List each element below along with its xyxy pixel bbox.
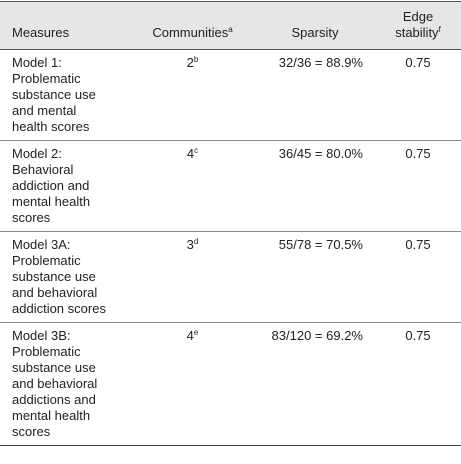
communities-value: 4	[186, 146, 195, 161]
table-row: Model 3B: Problematic substance use and …	[0, 323, 461, 446]
stability-cell: 0.75	[375, 232, 461, 323]
header-row: Measures Communitiesa Sparsity Edge stabili…	[0, 1, 461, 50]
measure-cell: Model 3A: Problematic substance use and …	[0, 232, 130, 323]
measure-text: Model 3B: Problematic substance use and …	[12, 328, 98, 439]
header-cell: Sparsity	[255, 2, 375, 50]
communities-cell: 4c	[130, 141, 255, 232]
table-body: Model 1: Problematic substance use and m…	[0, 50, 461, 446]
measure-text: Model 2: Behavioral addiction and mental…	[12, 146, 91, 225]
sparsity-value: 83/120 = 69.2%	[271, 328, 363, 343]
stability-cell: 0.75	[375, 50, 461, 141]
table-header: Measures Communitiesa Sparsity Edge stabili…	[0, 1, 461, 50]
footnote-mark: a	[228, 25, 233, 34]
stability-value: 0.75	[405, 237, 431, 252]
table-row: Model 1: Problematic substance use and m…	[0, 50, 461, 141]
communities-cell: 4e	[130, 323, 255, 446]
communities-cell: 2b	[130, 50, 255, 141]
measure-text: Model 3A: Problematic substance use and …	[12, 237, 106, 316]
communities-value: 4	[186, 328, 194, 343]
table-row: Model 3A: Problematic substance use and …	[0, 232, 461, 323]
header-text: Sparsity	[291, 25, 339, 40]
stability-value: 0.75	[405, 146, 431, 161]
footnote-mark: f	[438, 25, 441, 34]
measure-cell: Model 2: Behavioral addiction and mental…	[0, 141, 130, 232]
header-cell: Communitiesa	[130, 2, 255, 50]
stability-cell: 0.75	[375, 323, 461, 446]
footnote-mark: d	[193, 237, 199, 246]
table-row: Model 2: Behavioral addiction and mental…	[0, 141, 461, 232]
sparsity-cell: 36/45 = 80.0%	[255, 141, 375, 232]
header-text: Edge stability	[395, 9, 439, 40]
communities-value: 2	[186, 55, 194, 70]
sparsity-value: 32/36 = 88.9%	[278, 55, 363, 70]
footnote-mark: e	[193, 328, 199, 337]
header-text: Measures	[12, 25, 70, 40]
sparsity-cell: 55/78 = 70.5%	[255, 232, 375, 323]
stability-value: 0.75	[405, 55, 431, 70]
measure-cell: Model 3B: Problematic substance use and …	[0, 323, 130, 446]
stability-cell: 0.75	[375, 141, 461, 232]
footnote-mark: b	[193, 55, 199, 64]
measure-cell: Model 1: Problematic substance use and m…	[0, 50, 130, 141]
header-text: Communities	[152, 25, 229, 40]
footnote-mark: c	[194, 146, 199, 155]
sparsity-cell: 83/120 = 69.2%	[255, 323, 375, 446]
results-table: Measures Communitiesa Sparsity Edge stabili…	[0, 1, 461, 446]
measure-text: Model 1: Problematic substance use and m…	[12, 55, 96, 134]
header-cell: Edge stabilityf	[375, 2, 461, 50]
header-cell: Measures	[0, 2, 130, 50]
communities-value: 3	[186, 237, 194, 252]
sparsity-cell: 32/36 = 88.9%	[255, 50, 375, 141]
stability-value: 0.75	[405, 328, 431, 343]
sparsity-value: 36/45 = 80.0%	[278, 146, 363, 161]
communities-cell: 3d	[130, 232, 255, 323]
sparsity-value: 55/78 = 70.5%	[278, 237, 363, 252]
